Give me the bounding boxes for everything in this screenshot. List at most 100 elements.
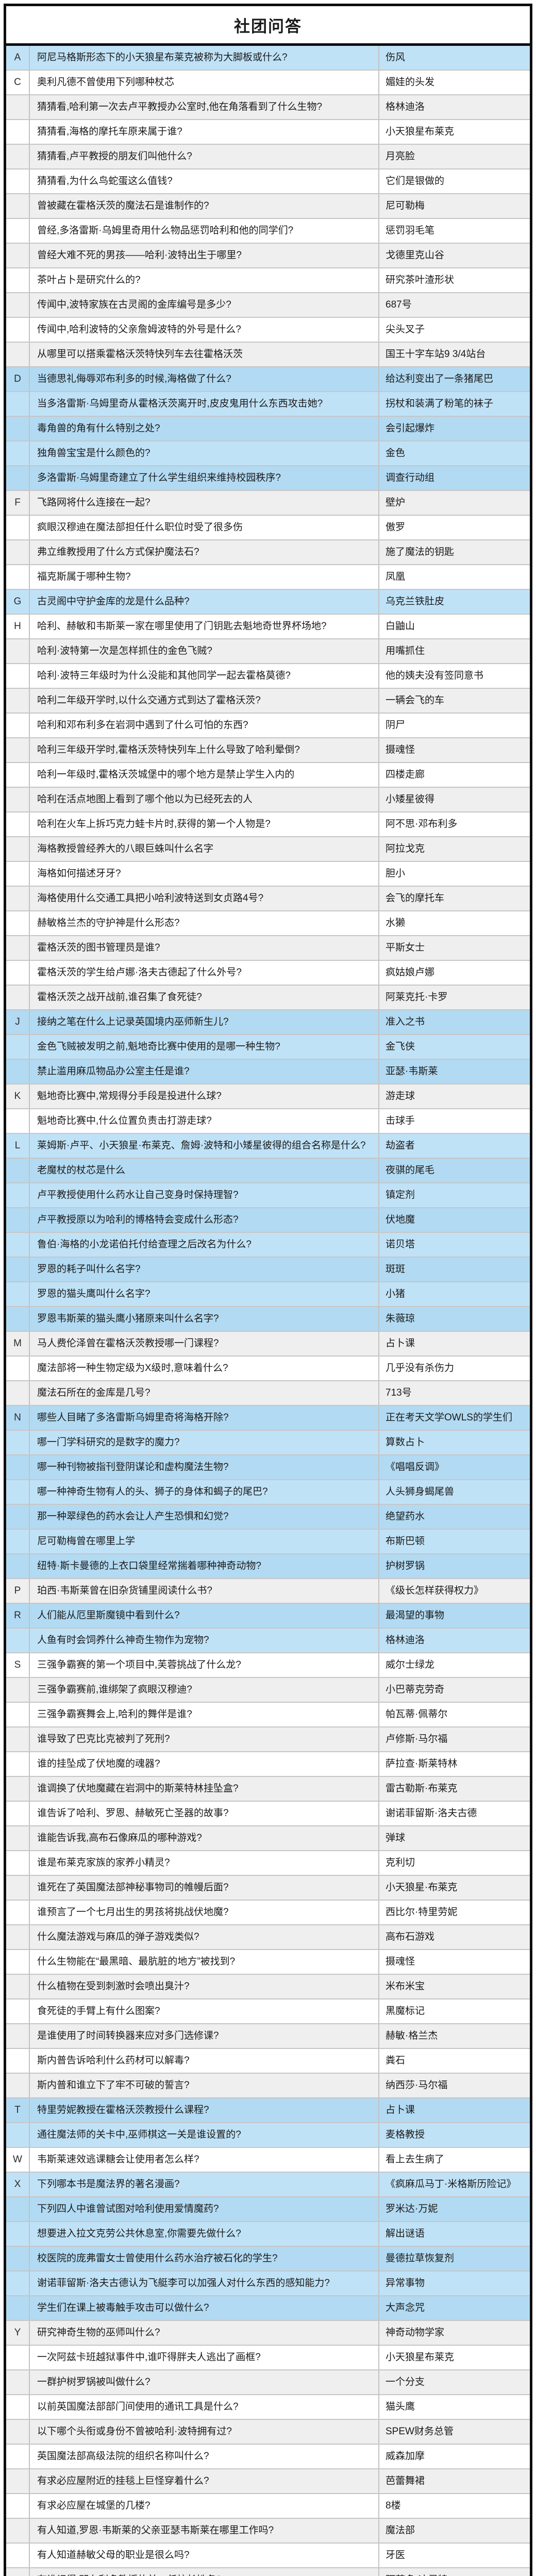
- table-row: 金色飞贼被发明之前,魁地奇比赛中使用的是哪一种生物? 金飞侠: [6, 1034, 530, 1059]
- table-row: 有谁记得,邓布利多教授的前一任校长姓名?阿芒多·迪佩特: [6, 2567, 530, 2576]
- letter-cell: [6, 639, 30, 663]
- question-cell: 罗恩的猫头鹰叫什么名字?: [30, 1282, 379, 1306]
- answer-cell: 调查行动组: [386, 472, 435, 483]
- letter-cell: [6, 911, 30, 935]
- letter-cell: G: [6, 590, 30, 614]
- answer-cell: 阴尸: [386, 720, 406, 731]
- answer-cell: 亚瑟·韦斯莱: [386, 1066, 438, 1077]
- letter-cell: [6, 2494, 30, 2518]
- answer-cell: 萨拉查·斯莱特林: [386, 1758, 458, 1769]
- letter-cell: [6, 1035, 30, 1059]
- letter-cell: [6, 442, 30, 465]
- table-row: 卢平教授使用什么药水让自己变身时保持理智? 镇定剂: [6, 1182, 530, 1207]
- table-row: 猜猜看,海格的摩托车原来属于谁? 小天狼星布莱克: [6, 119, 530, 144]
- table-row: 传闻中,波特家族在古灵阁的金库编号是多少? 687号: [6, 292, 530, 317]
- table-row: 海格教授曾经养大的八眼巨蛛叫什么名字 阿拉戈克: [6, 836, 530, 861]
- table-row: 以下哪个头衔或身份不曾被哈利·波特拥有过? SPEW财务总管: [6, 2419, 530, 2444]
- answer-cell: 罗米达·万妮: [386, 2204, 438, 2214]
- table-row: 哈利一年级时,霍格沃茨城堡中的哪个地方是禁止学生入内的 四楼走廊: [6, 762, 530, 787]
- letter-cell: [6, 1480, 30, 1504]
- letter-cell: [6, 1357, 30, 1380]
- table-row: 三强争霸赛舞会上,哈利的舞伴是谁? 帕瓦蒂·佩蒂尔: [6, 1702, 530, 1726]
- answer-cell: 占卜课: [386, 2105, 415, 2115]
- letter-cell: [6, 2049, 30, 2073]
- letter-cell: [6, 2123, 30, 2147]
- table-row: H 哈利、赫敏和韦斯莱一家在哪里使用了门钥匙去魁地奇世界杯场地? 白鼬山: [6, 614, 530, 638]
- table-row: 曾被藏在霍格沃茨的魔法石是谁制作的? 尼可勒梅: [6, 193, 530, 218]
- answer-cell: 格林迪洛: [386, 101, 425, 112]
- table-row: 谁预言了一个七月出生的男孩将挑战伏地魔? 西比尔·特里劳妮: [6, 1900, 530, 1924]
- answer-cell: 研究茶叶渣形状: [386, 275, 455, 285]
- question-cell: 谁告诉了哈利、罗恩、赫敏死亡圣器的故事?: [30, 1802, 379, 1825]
- letter-cell: [6, 2272, 30, 2295]
- letter-cell: K: [6, 1084, 30, 1108]
- answer-cell: 《唱唱反调》: [386, 1462, 445, 1472]
- answer-cell: 雷古勒斯·布莱克: [386, 1783, 458, 1794]
- letter-cell: H: [6, 615, 30, 638]
- question-cell: 什么魔法游戏与麻瓜的弹子游戏类似?: [30, 1925, 379, 1949]
- table-row: F 飞路网将什么连接在一起? 壁炉: [6, 490, 530, 515]
- answer-cell: 劫盗者: [386, 1140, 415, 1151]
- letter-cell: [6, 1802, 30, 1825]
- answer-cell: 看上去生病了: [386, 2154, 445, 2165]
- qa-sheet-page: 社团问答 A 阿尼马格斯形态下的小天狼星布莱克被称为大脚板或什么? 伤风 C 奥利凡德不…: [0, 4, 536, 2576]
- answer-cell: 会引起爆炸: [386, 423, 435, 434]
- table-row: 传闻中,哈利波特的父亲詹姆波特的外号是什么? 尖头叉子: [6, 317, 530, 342]
- question-cell: 罗恩的耗子叫什么名字?: [30, 1258, 379, 1281]
- table-row: W 韦斯莱速效逃课糖会让使用者怎么样? 看上去生病了: [6, 2147, 530, 2172]
- answer-cell: 傲罗: [386, 522, 406, 533]
- answer-cell: 斑斑: [386, 1264, 406, 1275]
- question-cell: 老魔杖的杖芯是什么: [30, 1159, 379, 1182]
- table-row: 谢诺菲留斯·洛夫古德认为飞艇李可以加强人对什么东西的感知能力? 异常事物: [6, 2270, 530, 2295]
- answer-cell: 他的姨夫没有签同意书: [386, 670, 484, 681]
- answer-cell: 麦格教授: [386, 2129, 425, 2140]
- answer-cell: 曼德拉草恢复剂: [386, 2253, 455, 2264]
- answer-cell: 胆小: [386, 868, 406, 879]
- question-cell: 尼可勒梅曾在哪里上学: [30, 1530, 379, 1553]
- question-cell: 罗恩韦斯莱的猫头鹰小猪原来叫什么名字?: [30, 1307, 379, 1331]
- qa-rows-container: A 阿尼马格斯形态下的小天狼星布莱克被称为大脚板或什么? 伤风 C 奥利凡德不曾使用下列…: [6, 46, 530, 2576]
- question-cell: 接纳之笔在什么上记录英国境内巫师新生儿?: [30, 1010, 379, 1034]
- answer-cell: 几乎没有杀伤力: [386, 1363, 455, 1374]
- answer-cell: 687号: [386, 299, 412, 310]
- answer-cell: 赫敏·格兰杰: [386, 2030, 438, 2041]
- answer-cell: 准入之书: [386, 1016, 425, 1027]
- answer-cell: 小猪: [386, 1289, 406, 1299]
- answer-cell: 8楼: [386, 2500, 401, 2511]
- question-cell: 传闻中,哈利波特的父亲詹姆波特的外号是什么?: [30, 318, 379, 342]
- question-cell: 哈利和邓布利多在岩洞中遇到了什么可怕的东西?: [30, 714, 379, 737]
- letter-cell: [6, 2519, 30, 2543]
- question-cell: 魔法石所在的金库是几号?: [30, 1381, 379, 1405]
- letter-cell: [6, 2469, 30, 2493]
- letter-cell: [6, 961, 30, 985]
- question-cell: 赫敏格兰杰的守护神是什么形态?: [30, 911, 379, 935]
- letter-cell: [6, 343, 30, 366]
- answer-cell: 《疯麻瓜马丁·米格斯历险记》: [386, 2179, 516, 2190]
- table-row: 卢平教授原以为哈利的博格特会变成什么形态? 伏地魔: [6, 1207, 530, 1232]
- table-row: 魔法石所在的金库是几号? 713号: [6, 1380, 530, 1405]
- table-row: 霍格沃茨的学生给卢娜·洛夫古德起了什么外号? 疯姑娘卢娜: [6, 960, 530, 985]
- question-cell: 魁地奇比赛中,什么位置负责击打游走球?: [30, 1109, 379, 1133]
- answer-cell: 它们是银做的: [386, 176, 445, 187]
- question-cell: 哈利二年级开学时,以什么交通方式到达了霍格沃茨?: [30, 689, 379, 713]
- question-cell: 海格使用什么交通工具把小哈利波特送到女贞路4号?: [30, 887, 379, 910]
- letter-cell: [6, 244, 30, 267]
- answer-cell: 水獭: [386, 918, 406, 928]
- letter-cell: [6, 788, 30, 811]
- question-cell: 谁预言了一个七月出生的男孩将挑战伏地魔?: [30, 1901, 379, 1924]
- answer-cell: 算数占卜: [386, 1437, 425, 1448]
- question-cell: 当德思礼侮辱邓布利多的时候,海格做了什么?: [30, 367, 379, 391]
- question-cell: 卢平教授使用什么药水让自己变身时保持理智?: [30, 1183, 379, 1207]
- answer-cell: 占卜课: [386, 1338, 415, 1349]
- question-cell: 是谁使用了时间转换器来应对多门选修课?: [30, 2024, 379, 2048]
- question-cell: 谁死在了英国魔法部神秘事物司的帷幔后面?: [30, 1876, 379, 1900]
- question-cell: 曾经大难不死的男孩——哈利·波特出生于哪里?: [30, 244, 379, 267]
- answer-cell: 夜骐的尾毛: [386, 1165, 435, 1176]
- answer-cell: 格林迪洛: [386, 1635, 425, 1646]
- table-row: 曾经大难不死的男孩——哈利·波特出生于哪里? 戈德里克山谷: [6, 243, 530, 267]
- question-cell: 谁导致了巴克比克被判了死刑?: [30, 1727, 379, 1751]
- answer-cell: 摄魂怪: [386, 1956, 415, 1967]
- letter-cell: M: [6, 1332, 30, 1355]
- table-row: 三强争霸赛前,谁绑架了疯眼汉穆迪? 小巴蒂克劳奇: [6, 1677, 530, 1702]
- table-row: 谁死在了英国魔法部神秘事物司的帷幔后面? 小天狼星·布莱克: [6, 1875, 530, 1900]
